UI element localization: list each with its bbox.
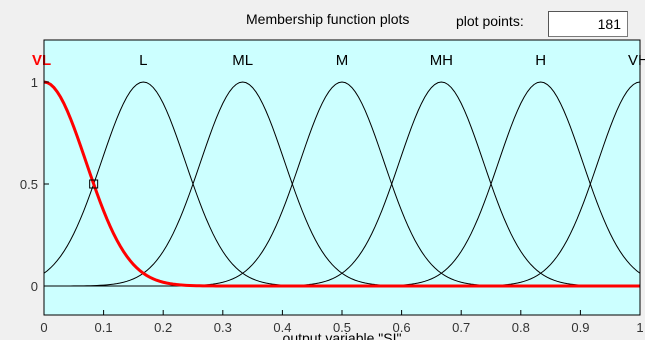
plot-area[interactable] (44, 40, 640, 315)
x-tick-label: 0.1 (95, 320, 113, 335)
y-tick-label: 0.5 (20, 177, 38, 192)
x-tick-label: 0.8 (512, 320, 530, 335)
y-tick-label: 0 (31, 279, 38, 294)
plot-points-label: plot points: (456, 13, 524, 29)
x-tick-label: 0.4 (273, 320, 291, 335)
mf-label-ml[interactable]: ML (232, 52, 253, 69)
plot-points-input[interactable] (548, 11, 628, 37)
x-tick-label: 0.7 (452, 320, 470, 335)
mf-label-l[interactable]: L (139, 52, 147, 69)
mf-curve-vl[interactable] (43, 80, 640, 288)
x-tick-label: 0.6 (393, 320, 411, 335)
mf-label-m[interactable]: M (336, 52, 349, 69)
x-tick-label: 0.9 (571, 320, 589, 335)
x-tick-label: 1 (636, 320, 643, 335)
x-tick-label: 0.3 (214, 320, 232, 335)
plot-title: Membership function plots (246, 11, 410, 27)
x-axis-label: output variable "SI" (283, 330, 402, 340)
mf-label-vh[interactable]: VH (628, 52, 645, 69)
mf-label-vl[interactable]: VL (32, 52, 51, 69)
y-tick-label: 1 (31, 75, 38, 90)
x-tick-label: 0 (40, 320, 47, 335)
x-tick-label: 0.2 (154, 320, 172, 335)
curve-drag-handle[interactable] (89, 179, 99, 189)
mf-label-h[interactable]: H (535, 52, 546, 69)
plot-frame (43, 39, 641, 316)
mf-label-mh[interactable]: MH (430, 52, 453, 69)
x-tick-label: 0.5 (333, 320, 351, 335)
